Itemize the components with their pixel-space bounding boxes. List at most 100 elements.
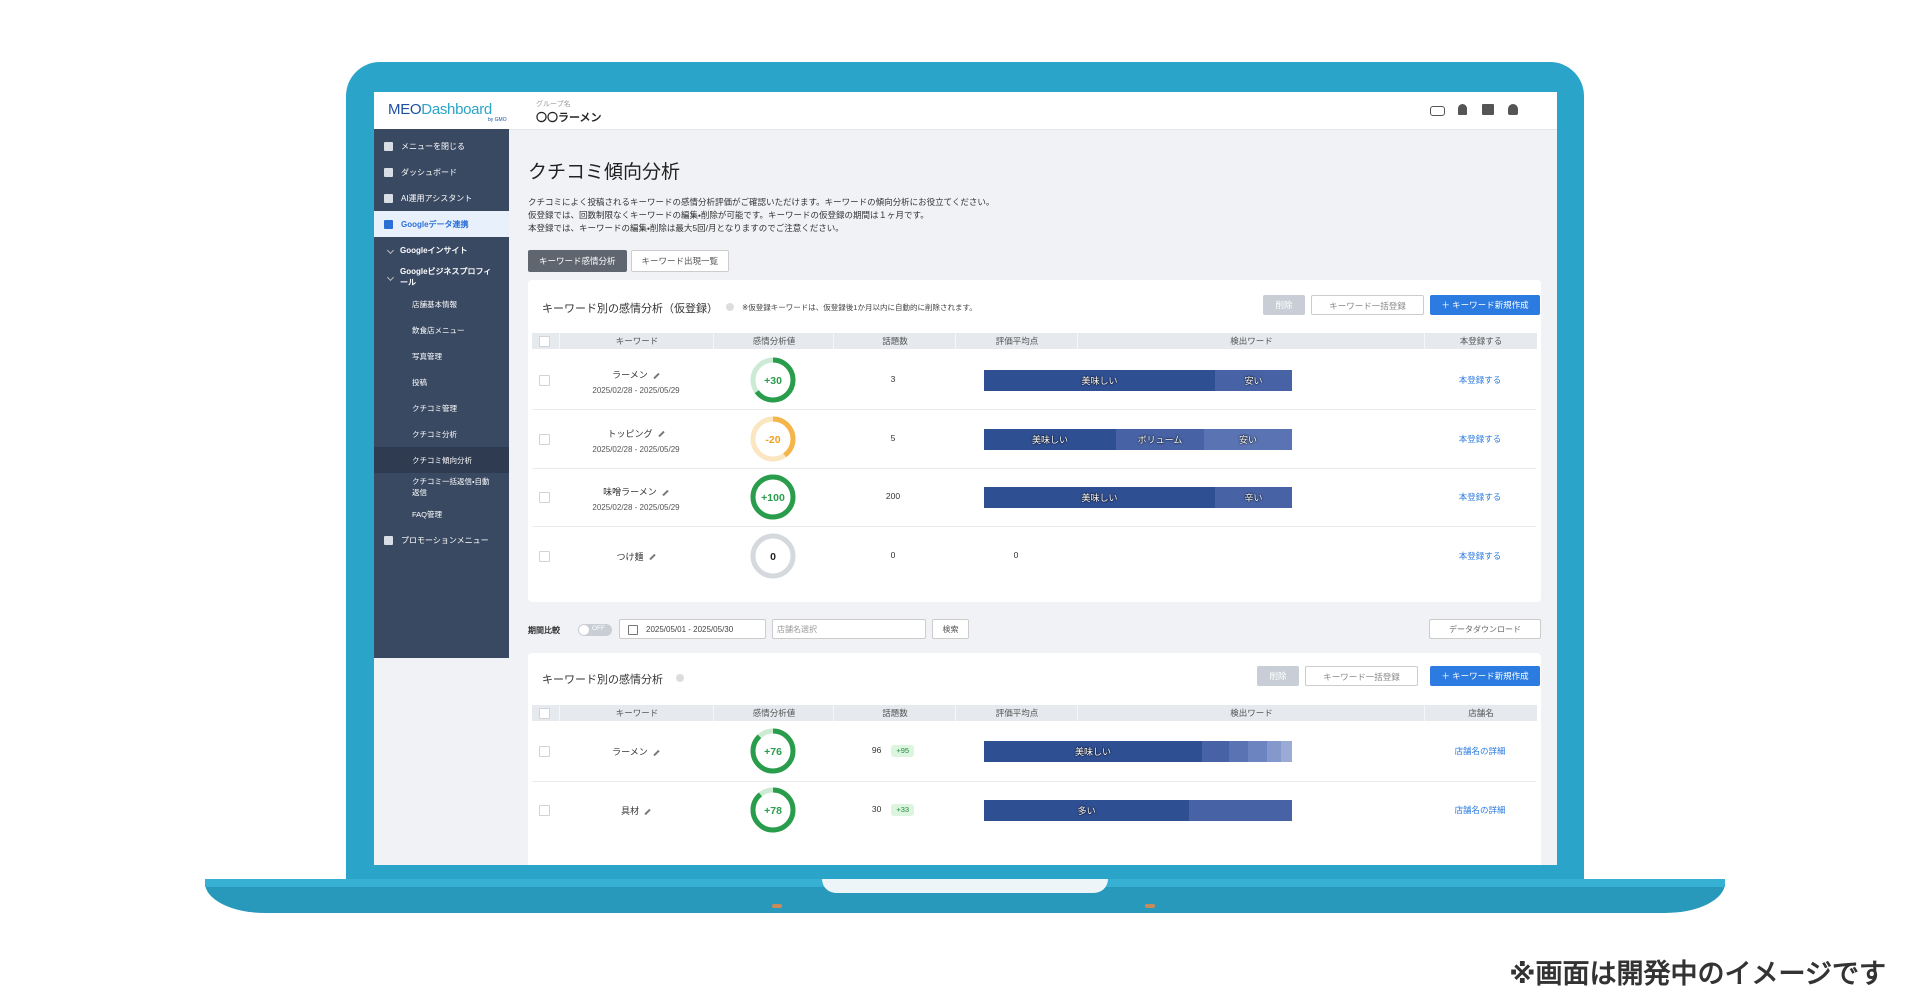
menu-label: FAQ管理 (412, 509, 443, 519)
keyword-line: 具材 (559, 804, 713, 817)
menu-item[interactable]: クチコミ管理 (374, 395, 509, 421)
section-title: キーワード別の感情分析（仮登録） (542, 303, 718, 315)
score-ring: +100 (750, 474, 796, 520)
button[interactable]: キーワード一括登録 (1305, 666, 1418, 686)
checkbox[interactable] (539, 433, 550, 445)
menu-item[interactable]: 写真管理 (374, 343, 509, 369)
icon-user[interactable] (1508, 104, 1518, 115)
edit-icon[interactable] (648, 553, 656, 561)
icon-toggle[interactable] (1430, 106, 1445, 116)
button[interactable]: ＋ キーワード新規作成 (1430, 295, 1540, 315)
description-line: 本登録では、キーワードの編集・削除は最大5回/月となりますのでご注意ください。 (528, 223, 844, 233)
menu-item[interactable]: ダッシュボード (374, 159, 509, 185)
menu-item[interactable]: Googleビジネスプロフィール (374, 263, 509, 291)
score-ring: +78 (750, 787, 796, 833)
checkbox[interactable] (539, 375, 550, 386)
rating: 0 (1013, 549, 1019, 560)
icon-bell[interactable] (1458, 104, 1467, 115)
menu-label: 写真管理 (412, 351, 442, 361)
row-link[interactable]: 本登録する (1458, 550, 1502, 561)
word-segment: 辛い (1215, 487, 1292, 508)
topics: 30 (871, 804, 882, 814)
checkbox[interactable] (539, 805, 550, 816)
tabs: キーワード感情分析 キーワード出現一覧 (528, 250, 730, 272)
sidebar: メニューを閉じるダッシュボード AI運用アシスタント Googleデータ連携 Goog… (374, 129, 509, 658)
edit-icon[interactable] (653, 749, 660, 756)
column-header: 話題数 (833, 705, 956, 721)
logo[interactable]: MEODashboard (388, 101, 492, 118)
tab[interactable]: キーワード感情分析 (528, 250, 627, 272)
button[interactable]: キーワード一括登録 (1311, 295, 1424, 315)
edit-icon[interactable] (644, 808, 651, 815)
row-link[interactable]: 店舗名の詳細 (1454, 746, 1506, 756)
menu-item[interactable]: 飲食店メニュー (374, 317, 509, 343)
score-ring: -20 (750, 416, 796, 461)
keyword-line: トッピング (559, 427, 713, 440)
row-link[interactable]: 本登録する (1458, 375, 1502, 385)
menu-item[interactable]: FAQ管理 (374, 501, 509, 527)
menu-item[interactable]: Googleデータ連携 (374, 211, 509, 237)
row-link[interactable]: 本登録する (1458, 433, 1502, 444)
column-header: 検出ワード (1077, 333, 1425, 349)
menu-item[interactable]: メニューを閉じる (374, 133, 509, 159)
menu-label: プロモーションメニュー (401, 535, 489, 545)
tab[interactable]: キーワード出現一覧 (630, 250, 730, 272)
menu-item[interactable]: AI運用アシスタント (374, 185, 509, 211)
checkbox[interactable] (539, 336, 550, 347)
card-keywords: キーワード別の感情分析 削除 キーワード一括登録 ＋ キーワード新規作成 キーワード 感情… (528, 653, 1541, 865)
logo-accent: Dashboard (421, 101, 492, 118)
filter-label: 期間比較 (528, 626, 560, 635)
row-divider (532, 467, 1536, 469)
button[interactable]: 削除 (1263, 295, 1305, 315)
menu-item[interactable]: クチコミ一括返信・自動返信 (374, 473, 509, 501)
word-segment: ボリューム (1116, 428, 1204, 450)
card-provisional: キーワード別の感情分析（仮登録） ※仮登録キーワードは、仮登録後1か月以内に自動的… (528, 280, 1541, 602)
group-name[interactable]: 〇〇ラーメン (536, 112, 602, 124)
checkbox[interactable] (539, 746, 550, 757)
topics-cell: 30 +33 (833, 804, 953, 816)
menu-item[interactable]: Googleインサイト (374, 237, 509, 263)
word-segment: 安い (1215, 370, 1292, 391)
menu-icon (384, 167, 393, 177)
store-select[interactable]: 店舗名選択 (772, 619, 926, 639)
ring-arc (750, 416, 796, 461)
menu-item[interactable]: 投稿 (374, 369, 509, 395)
period: 2025/02/28 - 2025/05/29 (592, 386, 680, 395)
checkbox[interactable] (539, 550, 550, 562)
filter-bar: 期間比較 OFF 2025/05/01 - 2025/05/30 店舗名選択 検索 データ… (374, 619, 1557, 641)
logo-by: by GMO (488, 117, 507, 123)
checkbox[interactable] (539, 708, 550, 719)
score: +100 (761, 492, 785, 504)
topics: 96 (871, 745, 882, 755)
menu-item[interactable]: プロモーションメニュー (374, 527, 509, 553)
word-segment (1248, 741, 1268, 762)
column-header: キーワード (559, 333, 714, 349)
logo-main: MEO (388, 101, 422, 118)
menu-item[interactable]: 店舗基本情報 (374, 291, 509, 317)
column-header: 店舗名 (1424, 705, 1537, 721)
search-button[interactable]: 検索 (932, 619, 969, 639)
score: +30 (764, 375, 782, 387)
caption: ※画面は開発中のイメージです (1509, 959, 1886, 989)
toggle[interactable]: OFF (578, 624, 612, 636)
description-line: 仮登録では、回数制限なくキーワードの編集・削除が可能です。キーワードの仮登録の期… (528, 210, 929, 220)
menu-label: AI運用アシスタント (401, 193, 473, 203)
edit-icon[interactable] (662, 489, 669, 496)
menu-label: Googleインサイト (400, 245, 468, 255)
button[interactable]: 削除 (1257, 666, 1299, 686)
menu-label: ダッシュボード (401, 167, 457, 177)
menu-label: 飲食店メニュー (412, 325, 465, 335)
icon-book[interactable] (1482, 104, 1494, 115)
date-range[interactable]: 2025/05/01 - 2025/05/30 (619, 619, 766, 639)
button[interactable]: ＋ キーワード新規作成 (1430, 666, 1540, 686)
row-link[interactable]: 本登録する (1458, 492, 1502, 502)
word-segment: 美味しい (984, 487, 1215, 508)
menu-item[interactable]: クチコミ傾向分析 (374, 447, 509, 473)
edit-icon[interactable] (657, 430, 665, 438)
menu-item[interactable]: クチコミ分析 (374, 421, 509, 447)
edit-icon[interactable] (653, 372, 660, 379)
checkbox[interactable] (539, 492, 550, 503)
topics: 0 (890, 549, 896, 560)
download-button[interactable]: データダウンロード (1429, 619, 1541, 639)
row-link[interactable]: 店舗名の詳細 (1454, 805, 1506, 815)
